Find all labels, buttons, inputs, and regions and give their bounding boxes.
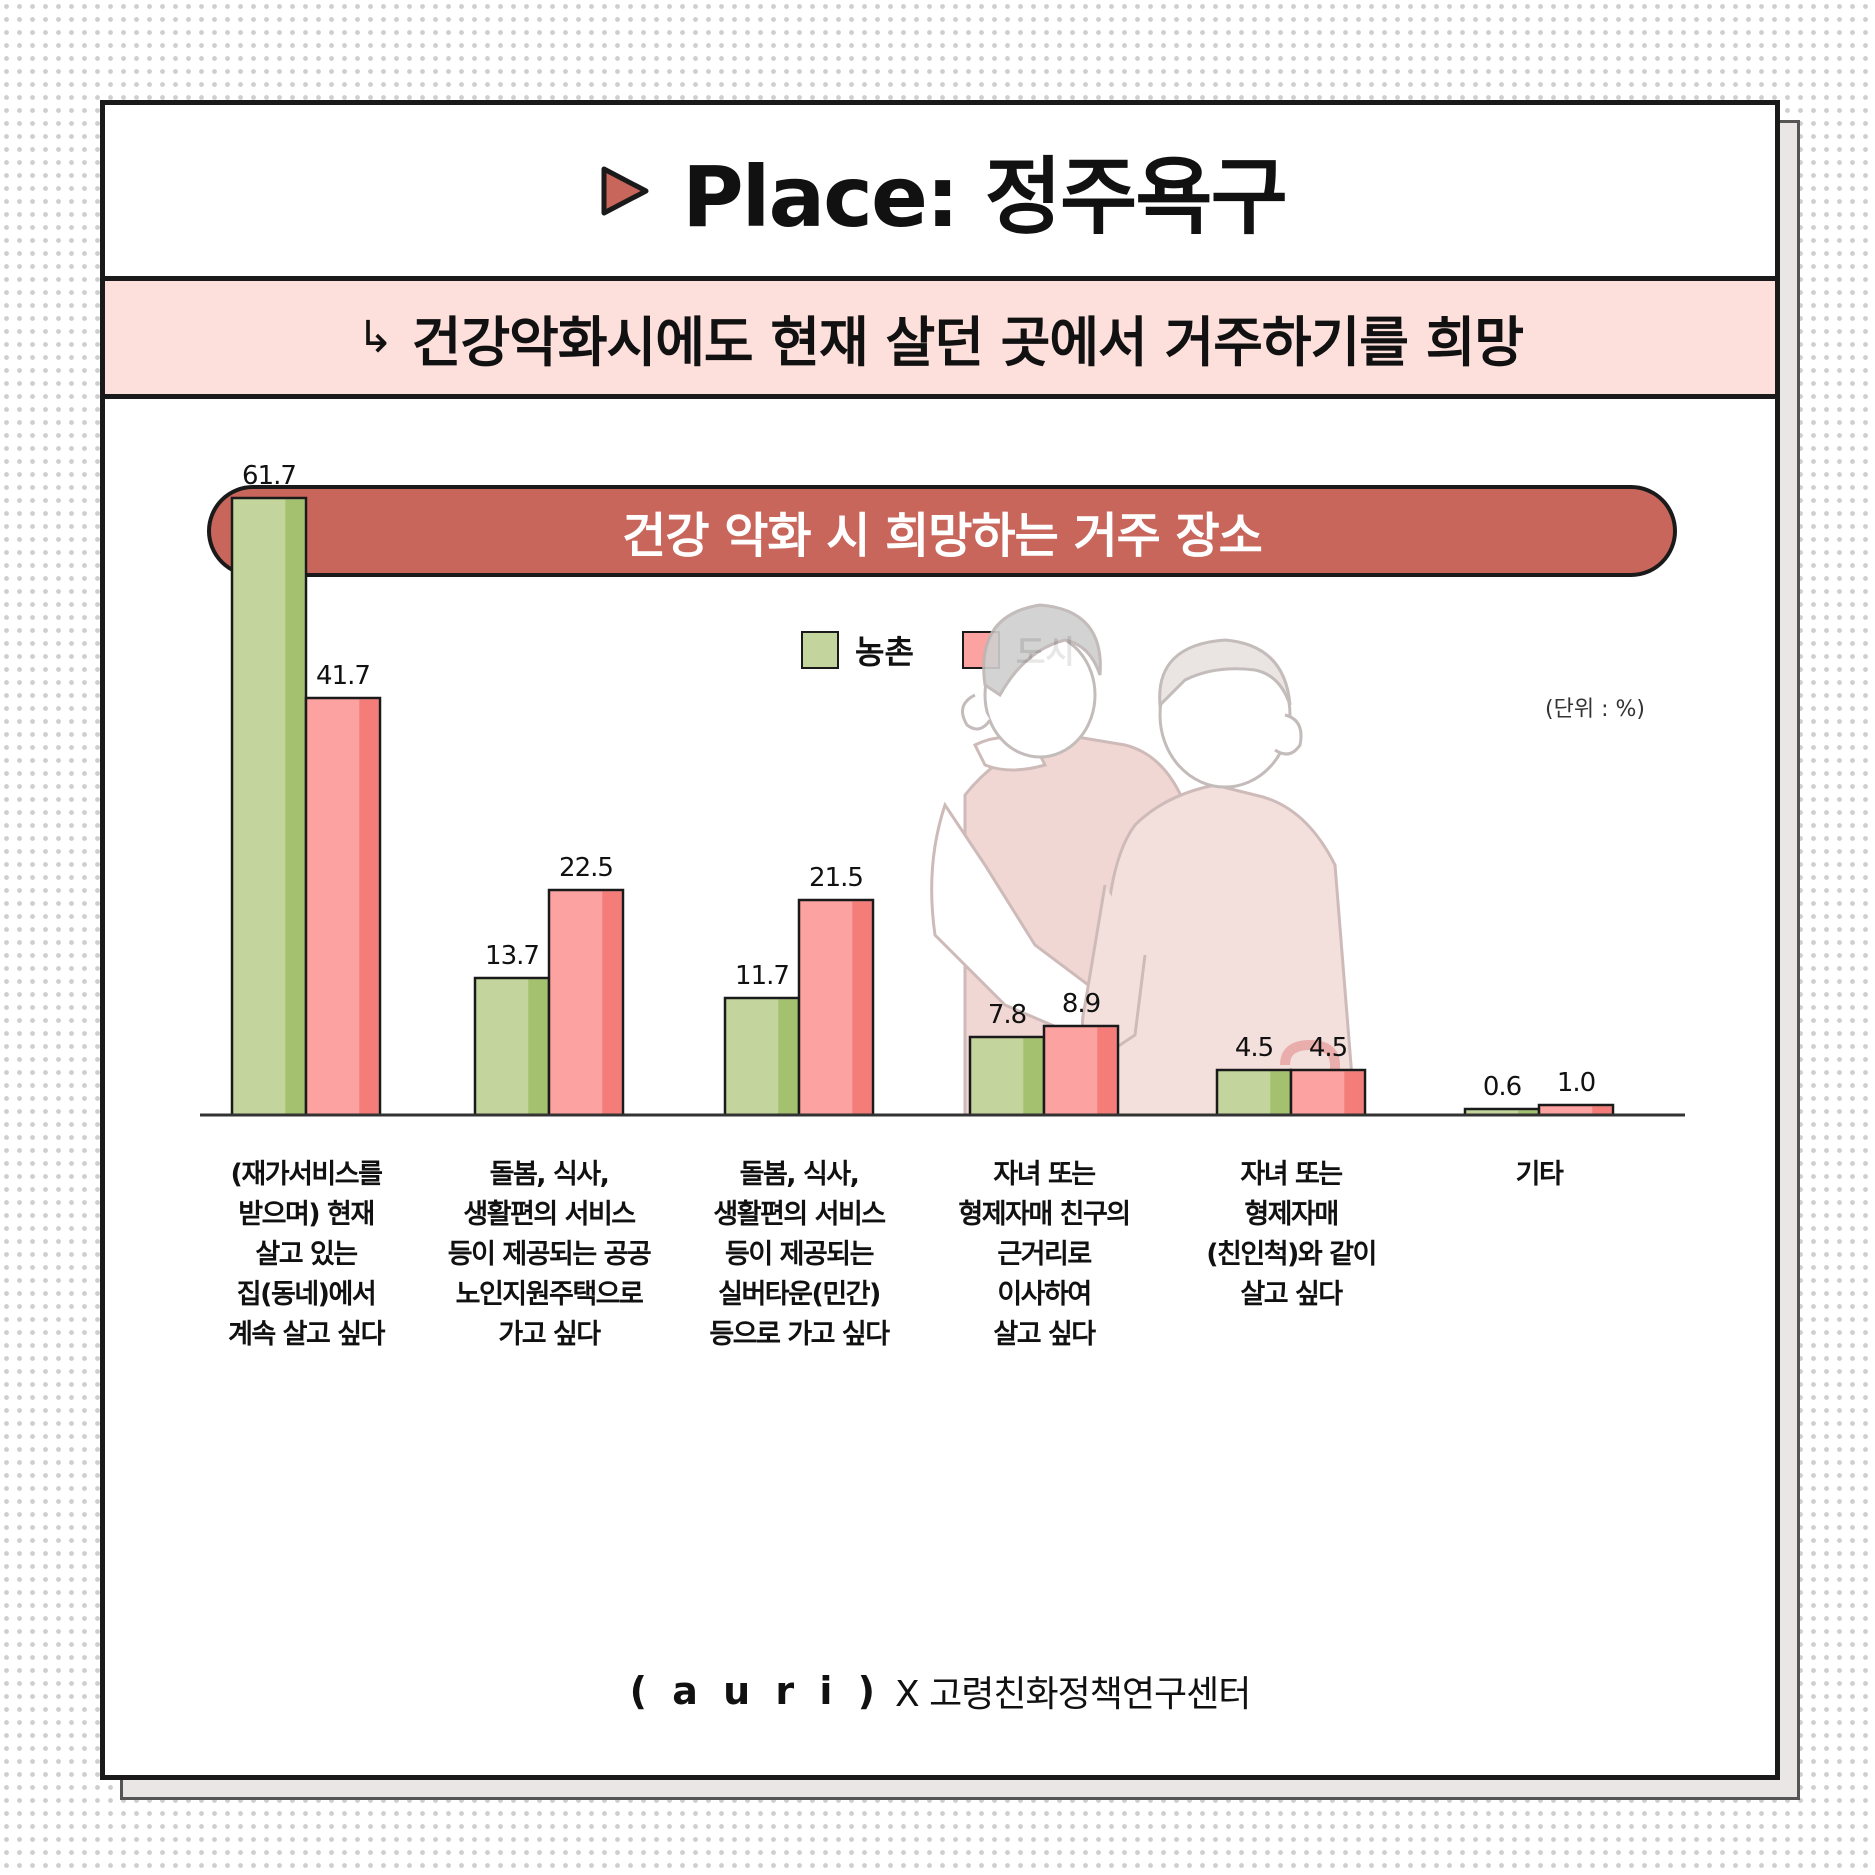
auri-logo: ( a u r i ): [629, 1669, 882, 1713]
legend-swatch-rural: [801, 631, 839, 669]
value-label-rural-3: 7.8: [988, 1000, 1026, 1030]
value-label-rural-1: 13.7: [485, 941, 539, 971]
legend-label-rural: 농촌: [855, 633, 914, 671]
subtitle-band: ↳ 건강악화시에도 현재 살던 곳에서 거주하기를 희망: [105, 281, 1775, 399]
footer-text: X 고령친화정책연구센터: [895, 1674, 1251, 1715]
bar-urban-2: [797, 898, 875, 1117]
value-label-urban-2: 21.5: [809, 863, 863, 893]
bar-rural-4: [1215, 1068, 1293, 1117]
page-title: Place: 정주욕구: [682, 148, 1288, 246]
caregiver-elderly-illustration: [930, 603, 1357, 1117]
value-label-urban-1: 22.5: [559, 853, 613, 883]
bar-rural-3: [968, 1035, 1046, 1117]
value-label-urban-4: 4.5: [1309, 1033, 1347, 1063]
category-label-5: 기타: [1515, 1159, 1564, 1190]
category-label-4: 자녀 또는 형제자매 (친인척)와 같이 살고 싶다: [1206, 1159, 1377, 1310]
title-band: Place: 정주욕구: [105, 105, 1775, 281]
infographic-card: Place: 정주욕구 ↳ 건강악화시에도 현재 살던 곳에서 거주하기를 희망…: [100, 100, 1780, 1780]
bar-rural-0: [230, 496, 308, 1117]
bar-urban-1: [547, 888, 625, 1117]
value-label-urban-5: 1.0: [1557, 1068, 1595, 1098]
value-label-rural-4: 4.5: [1235, 1033, 1273, 1063]
category-label-3: 자녀 또는 형제자매 친구의 근거리로 이사하여 살고 싶다: [958, 1159, 1131, 1350]
bar-rural-2: [723, 996, 801, 1117]
value-label-rural-5: 0.6: [1483, 1072, 1521, 1102]
category-label-1: 돌봄, 식사, 생활편의 서비스 등이 제공되는 공공 노인지원주택으로 가고 …: [447, 1159, 652, 1350]
page-subtitle: 건강악화시에도 현재 살던 곳에서 거주하기를 희망: [411, 311, 1524, 374]
bar-urban-4: [1289, 1068, 1367, 1117]
value-label-rural-0: 61.7: [242, 461, 296, 491]
return-arrow-icon: ↳: [356, 312, 394, 363]
legend-item-rural: 농촌: [801, 627, 914, 673]
bar-urban-0: [304, 696, 382, 1117]
value-label-rural-2: 11.7: [735, 961, 789, 991]
bar-rural-1: [473, 976, 551, 1117]
footer: ( a u r i ) X 고령친화정책연구센터: [105, 1665, 1775, 1717]
value-label-urban-3: 8.9: [1062, 989, 1100, 1019]
section-title-pill: 건강 악화 시 희망하는 거주 장소: [207, 485, 1677, 577]
value-label-urban-0: 41.7: [316, 661, 370, 691]
play-triangle-icon: [601, 166, 649, 215]
bar-urban-3: [1042, 1024, 1120, 1117]
bar-chart: 61.7 13.7 11.7 7.8 4.5 0.6 41.7 22.5 21.5 8.9 4.5 1…: [200, 461, 1685, 1117]
category-label-0: (재가서비스를 받으며) 현재 살고 있는 집(동네)에서 계속 살고 싶다: [228, 1159, 385, 1350]
unit-label: (단위 : %): [1545, 697, 1645, 722]
category-label-2: 돌봄, 식사, 생활편의 서비스 등이 제공되는 실버타운(민간) 등으로 가고…: [709, 1159, 890, 1350]
section-title: 건강 악화 시 희망하는 거주 장소: [622, 508, 1263, 564]
